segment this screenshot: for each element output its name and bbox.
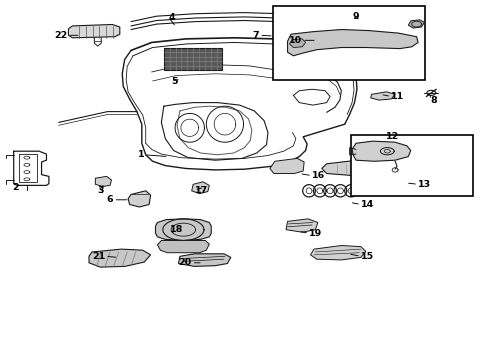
Text: 11: 11 bbox=[390, 92, 404, 101]
Polygon shape bbox=[155, 219, 211, 240]
Polygon shape bbox=[89, 249, 150, 267]
Text: 16: 16 bbox=[311, 171, 325, 180]
Polygon shape bbox=[157, 240, 209, 253]
Text: 21: 21 bbox=[92, 252, 105, 261]
Polygon shape bbox=[370, 92, 394, 100]
Polygon shape bbox=[285, 219, 317, 232]
Text: 3: 3 bbox=[98, 186, 104, 195]
Polygon shape bbox=[407, 20, 424, 28]
Polygon shape bbox=[128, 191, 150, 207]
Text: 17: 17 bbox=[194, 186, 207, 194]
Polygon shape bbox=[178, 254, 230, 266]
Text: 7: 7 bbox=[252, 31, 259, 40]
Text: 12: 12 bbox=[386, 132, 399, 140]
Text: 8: 8 bbox=[429, 95, 436, 104]
Text: 5: 5 bbox=[171, 77, 177, 85]
Text: 13: 13 bbox=[417, 180, 430, 189]
Text: 20: 20 bbox=[178, 258, 191, 267]
Bar bbox=[272, 6, 425, 80]
Polygon shape bbox=[68, 24, 120, 38]
Text: 10: 10 bbox=[288, 36, 302, 45]
Polygon shape bbox=[310, 246, 365, 260]
Bar bbox=[163, 48, 222, 70]
Text: 19: 19 bbox=[308, 229, 322, 238]
Polygon shape bbox=[321, 159, 407, 176]
Text: 1: 1 bbox=[137, 150, 144, 159]
Text: 4: 4 bbox=[168, 13, 175, 22]
Polygon shape bbox=[287, 30, 417, 56]
Text: 6: 6 bbox=[106, 195, 113, 204]
Bar bbox=[350, 135, 472, 196]
Polygon shape bbox=[269, 158, 304, 174]
Polygon shape bbox=[289, 39, 305, 48]
Text: 14: 14 bbox=[360, 200, 373, 209]
Polygon shape bbox=[351, 141, 410, 161]
Polygon shape bbox=[191, 182, 209, 194]
Text: 15: 15 bbox=[360, 252, 373, 261]
Text: 2: 2 bbox=[12, 183, 19, 192]
Text: 9: 9 bbox=[351, 12, 358, 21]
Text: 22: 22 bbox=[54, 31, 67, 40]
Polygon shape bbox=[95, 176, 111, 186]
Text: 18: 18 bbox=[170, 225, 183, 234]
